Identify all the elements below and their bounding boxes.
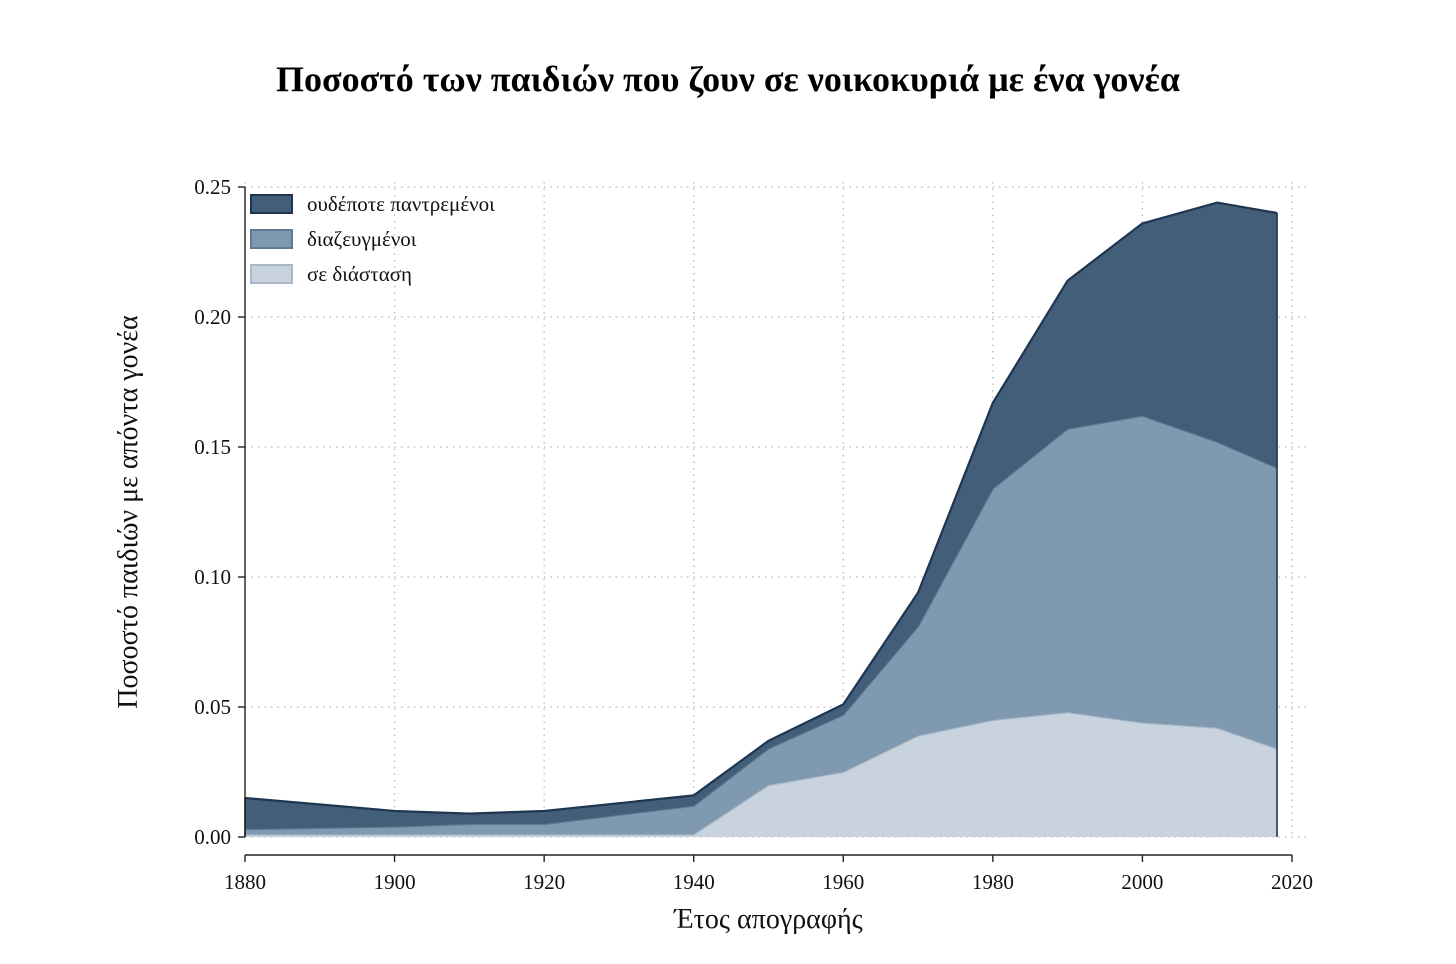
x-axis-title: Έτος απογραφής <box>673 904 862 935</box>
y-tick-label: 0.15 <box>194 435 231 459</box>
legend-swatch <box>250 229 293 249</box>
x-tick-label: 1920 <box>523 870 565 894</box>
x-tick-label: 1900 <box>374 870 416 894</box>
x-tick-label: 1880 <box>224 870 266 894</box>
legend-swatch <box>250 194 293 214</box>
legend: ουδέποτε παντρεμένοι διαζευγμένοι σε διάστ… <box>250 192 495 286</box>
x-tick-label: 1940 <box>673 870 715 894</box>
chart-title: Ποσοστό των παιδιών που ζουν σε νοικοκυρ… <box>276 59 1180 99</box>
y-tick-label: 0.05 <box>194 695 231 719</box>
x-tick-label: 1960 <box>822 870 864 894</box>
x-tick-label: 1980 <box>972 870 1014 894</box>
x-tick-label: 2020 <box>1271 870 1313 894</box>
area-διαζευγμένοι <box>245 415 1278 835</box>
area-ουδέποτε-παντρεμένοι <box>245 202 1278 830</box>
y-tick-label: 0.10 <box>194 565 231 589</box>
legend-label: ουδέποτε παντρεμένοι <box>307 192 495 216</box>
y-tick-label: 0.20 <box>194 305 231 329</box>
y-tick-label: 0.25 <box>194 175 231 199</box>
y-axis-title: Ποσοστό παιδιών με απόντα γονέα <box>113 315 144 709</box>
x-tick-label: 2000 <box>1121 870 1163 894</box>
y-tick-label: 0.00 <box>194 825 231 849</box>
legend-label: διαζευγμένοι <box>307 227 417 251</box>
area-σε-διάσταση <box>245 712 1278 837</box>
legend-label: σε διάσταση <box>307 262 412 286</box>
legend-swatch <box>250 264 293 284</box>
area-series <box>244 201 1278 837</box>
area-edge-ουδέποτε-παντρεμένοι <box>244 201 1278 815</box>
axes: 0.00 0.05 0.10 0.15 0.20 0.25 1880 1900 1920 1940… <box>113 175 1313 935</box>
